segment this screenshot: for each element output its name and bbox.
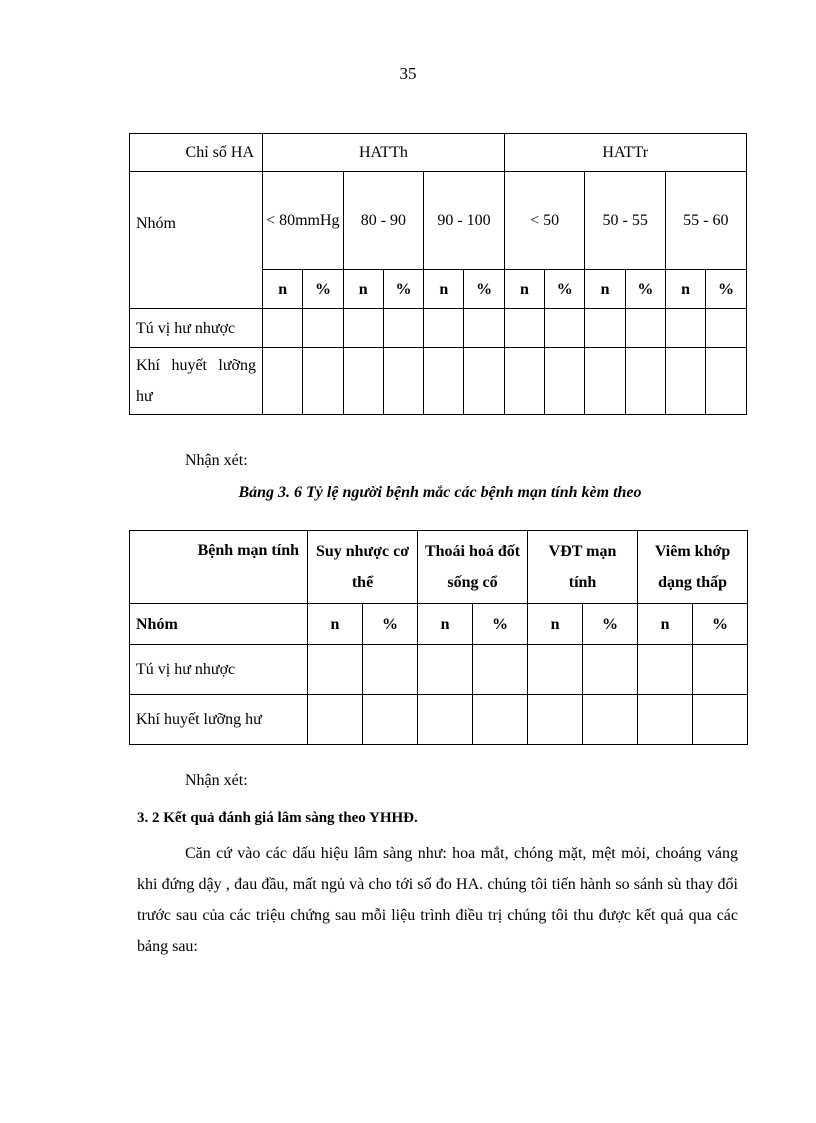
percent-header: % (382, 269, 425, 309)
data-cell (417, 694, 474, 745)
data-cell (503, 308, 546, 348)
data-cell (692, 644, 749, 695)
chronic-disease-table: Bệnh mạn tính Suy nhược cơ thể Thoái hoá … (129, 530, 749, 745)
row-label: Tú vị hư nhược (129, 308, 263, 348)
percent-header: % (544, 269, 586, 309)
corner-header-top: Chỉ số HA (129, 133, 263, 172)
data-cell (382, 308, 425, 348)
n-header: n (307, 603, 363, 645)
data-cell (261, 347, 304, 415)
range-header: 50 - 55 (584, 171, 666, 270)
disease-header: VĐT mạn tính (527, 530, 639, 604)
data-cell (544, 347, 586, 415)
data-cell (624, 308, 666, 348)
data-cell (361, 644, 419, 695)
n-header: n (664, 269, 707, 309)
group-header-hatth: HATTh (262, 133, 505, 172)
data-cell (664, 347, 707, 415)
percent-header: % (705, 269, 747, 309)
page-number: 35 (399, 64, 417, 83)
remark-label: Nhận xét: (185, 452, 248, 469)
data-cell (637, 694, 694, 745)
data-cell (423, 308, 465, 348)
range-header: 80 - 90 (342, 171, 425, 270)
row-label: Khí huyết lưỡng hư (129, 347, 263, 415)
range-header: 55 - 60 (664, 171, 747, 270)
data-cell (302, 347, 344, 415)
n-header: n (637, 603, 694, 645)
data-cell (342, 347, 384, 415)
n-header: n (417, 603, 474, 645)
data-cell (417, 644, 474, 695)
percent-header: % (463, 269, 505, 309)
data-cell (463, 308, 505, 348)
section-heading: 3. 2 Kết quả đánh giá lâm sàng theo YHHĐ… (137, 810, 418, 826)
n-header: n (527, 603, 584, 645)
data-cell (423, 347, 465, 415)
data-cell (503, 347, 546, 415)
data-cell (261, 308, 304, 348)
row-label: Tú vị hư nhược (129, 644, 308, 695)
data-cell (584, 308, 626, 348)
remark-label: Nhận xét: (185, 772, 248, 789)
data-cell (307, 694, 363, 745)
data-cell (527, 644, 584, 695)
n-header: n (423, 269, 465, 309)
data-cell (664, 308, 707, 348)
n-header: n (342, 269, 384, 309)
range-header: < 80mmHg (262, 171, 344, 270)
disease-header: Thoái hoá đốt sống cổ (417, 530, 529, 604)
disease-header: Suy nhược cơ thể (306, 530, 419, 604)
n-header: n (261, 269, 304, 309)
table-caption: Bảng 3. 6 Tỷ lệ người bệnh mắc các bệnh … (238, 484, 642, 501)
n-header: n (503, 269, 546, 309)
row-label: Khí huyết lưỡng hư (129, 694, 308, 745)
percent-header: % (361, 603, 419, 645)
percent-header: % (582, 603, 639, 645)
data-cell (472, 644, 529, 695)
n-header: n (584, 269, 626, 309)
data-cell (705, 347, 747, 415)
data-cell (307, 644, 363, 695)
percent-header: % (302, 269, 344, 309)
percent-header: % (624, 269, 666, 309)
corner-header-top: Bệnh mạn tính (129, 530, 308, 604)
data-cell (302, 308, 344, 348)
data-cell (637, 644, 694, 695)
group-header-hattr: HATTr (503, 133, 747, 172)
range-header: 90 - 100 (423, 171, 505, 270)
data-cell (544, 308, 586, 348)
data-cell (527, 694, 584, 745)
data-cell (582, 644, 639, 695)
data-cell (382, 347, 425, 415)
data-cell (472, 694, 529, 745)
data-cell (624, 347, 666, 415)
corner-header-bottom: Nhóm (129, 603, 308, 645)
data-cell (463, 347, 505, 415)
percent-header: % (692, 603, 749, 645)
body-paragraph: Căn cứ vào các dấu hiệu lâm sàng như: ho… (137, 845, 738, 955)
disease-header: Viêm khớp dạng thấp (637, 530, 749, 604)
range-header: < 50 (503, 171, 586, 270)
data-cell (342, 308, 384, 348)
percent-header: % (472, 603, 529, 645)
data-cell (705, 308, 747, 348)
data-cell (584, 347, 626, 415)
data-cell (582, 694, 639, 745)
corner-header-bottom: Nhóm (129, 171, 263, 309)
data-cell (361, 694, 419, 745)
data-cell (692, 694, 749, 745)
blood-pressure-table: Chỉ số HA HATTh HATTr Nhóm < 80mmHg 80 - … (129, 133, 747, 415)
